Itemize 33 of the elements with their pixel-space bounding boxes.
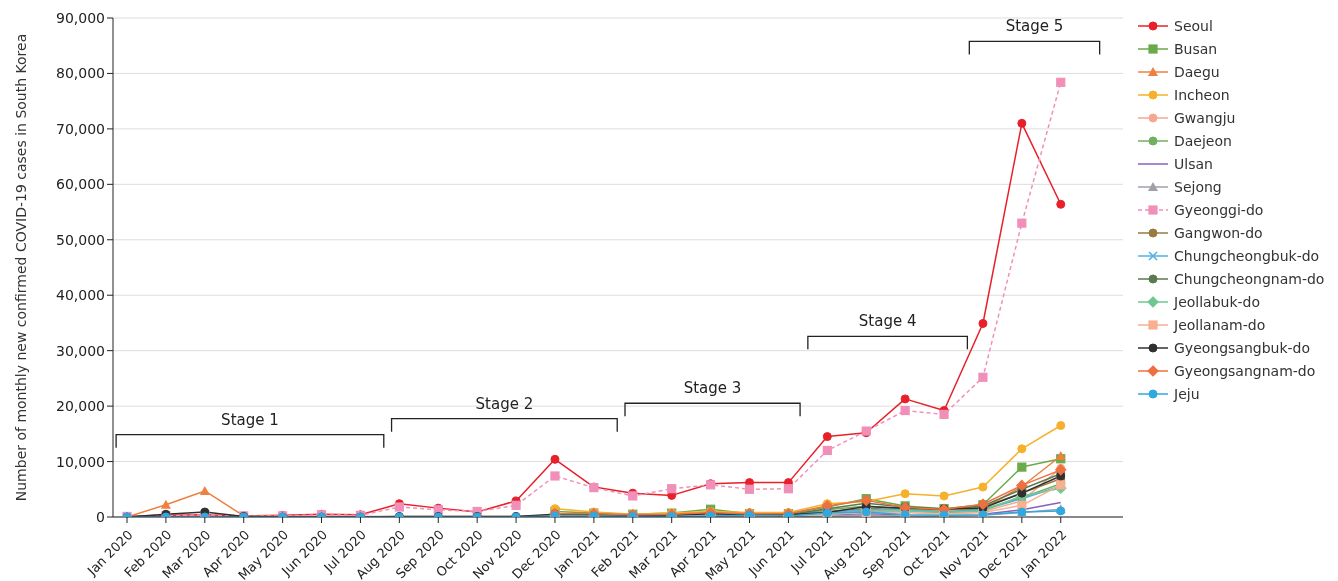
y-tick-label: 80,000 <box>56 65 105 82</box>
legend-label: Busan <box>1174 41 1218 57</box>
legend-label: Ulsan <box>1174 156 1213 172</box>
y-tick-label: 40,000 <box>56 287 105 304</box>
legend-label: Chungcheongnam-do <box>1174 271 1325 287</box>
y-tick-label: 10,000 <box>56 453 105 470</box>
annotation: Stage 1 <box>221 410 279 429</box>
y-tick-label: 60,000 <box>56 176 105 193</box>
legend-label: Jeju <box>1174 386 1200 402</box>
y-axis-title: Number of monthly new confirmed COVID-19 cases in South Korea <box>12 33 29 502</box>
legend-label: Seoul <box>1174 18 1213 34</box>
y-tick-label: 90,000 <box>56 9 105 26</box>
legend-label: Chungcheongbuk-do <box>1174 248 1320 264</box>
annotation: Stage 4 <box>858 312 917 331</box>
legend-label: Sejong <box>1174 179 1222 195</box>
y-tick-label: 0 <box>96 508 105 525</box>
y-tick-label: 70,000 <box>56 120 105 137</box>
legend-label: Gyeongsangnam-do <box>1174 363 1316 379</box>
legend-label: Gangwon-do <box>1174 225 1263 241</box>
legend-label: Daejeon <box>1174 133 1232 149</box>
y-tick-label: 20,000 <box>56 398 105 415</box>
legend-label: Gyeongsangbuk-do <box>1174 340 1311 356</box>
legend-label: Daegu <box>1174 64 1220 80</box>
legend-label: Incheon <box>1174 87 1230 103</box>
y-tick-label: 30,000 <box>56 342 105 359</box>
legend-label: Gyeonggi-do <box>1174 202 1264 218</box>
y-tick-label: 50,000 <box>56 231 105 248</box>
annotation: Stage 3 <box>683 379 742 398</box>
legend-label: Jeollabuk-do <box>1174 294 1261 310</box>
annotation: Stage 5 <box>1005 17 1064 36</box>
annotation: Stage 2 <box>475 394 534 413</box>
legend-label: Gwangju <box>1174 110 1236 126</box>
legend-label: Jeollanam-do <box>1174 317 1266 333</box>
